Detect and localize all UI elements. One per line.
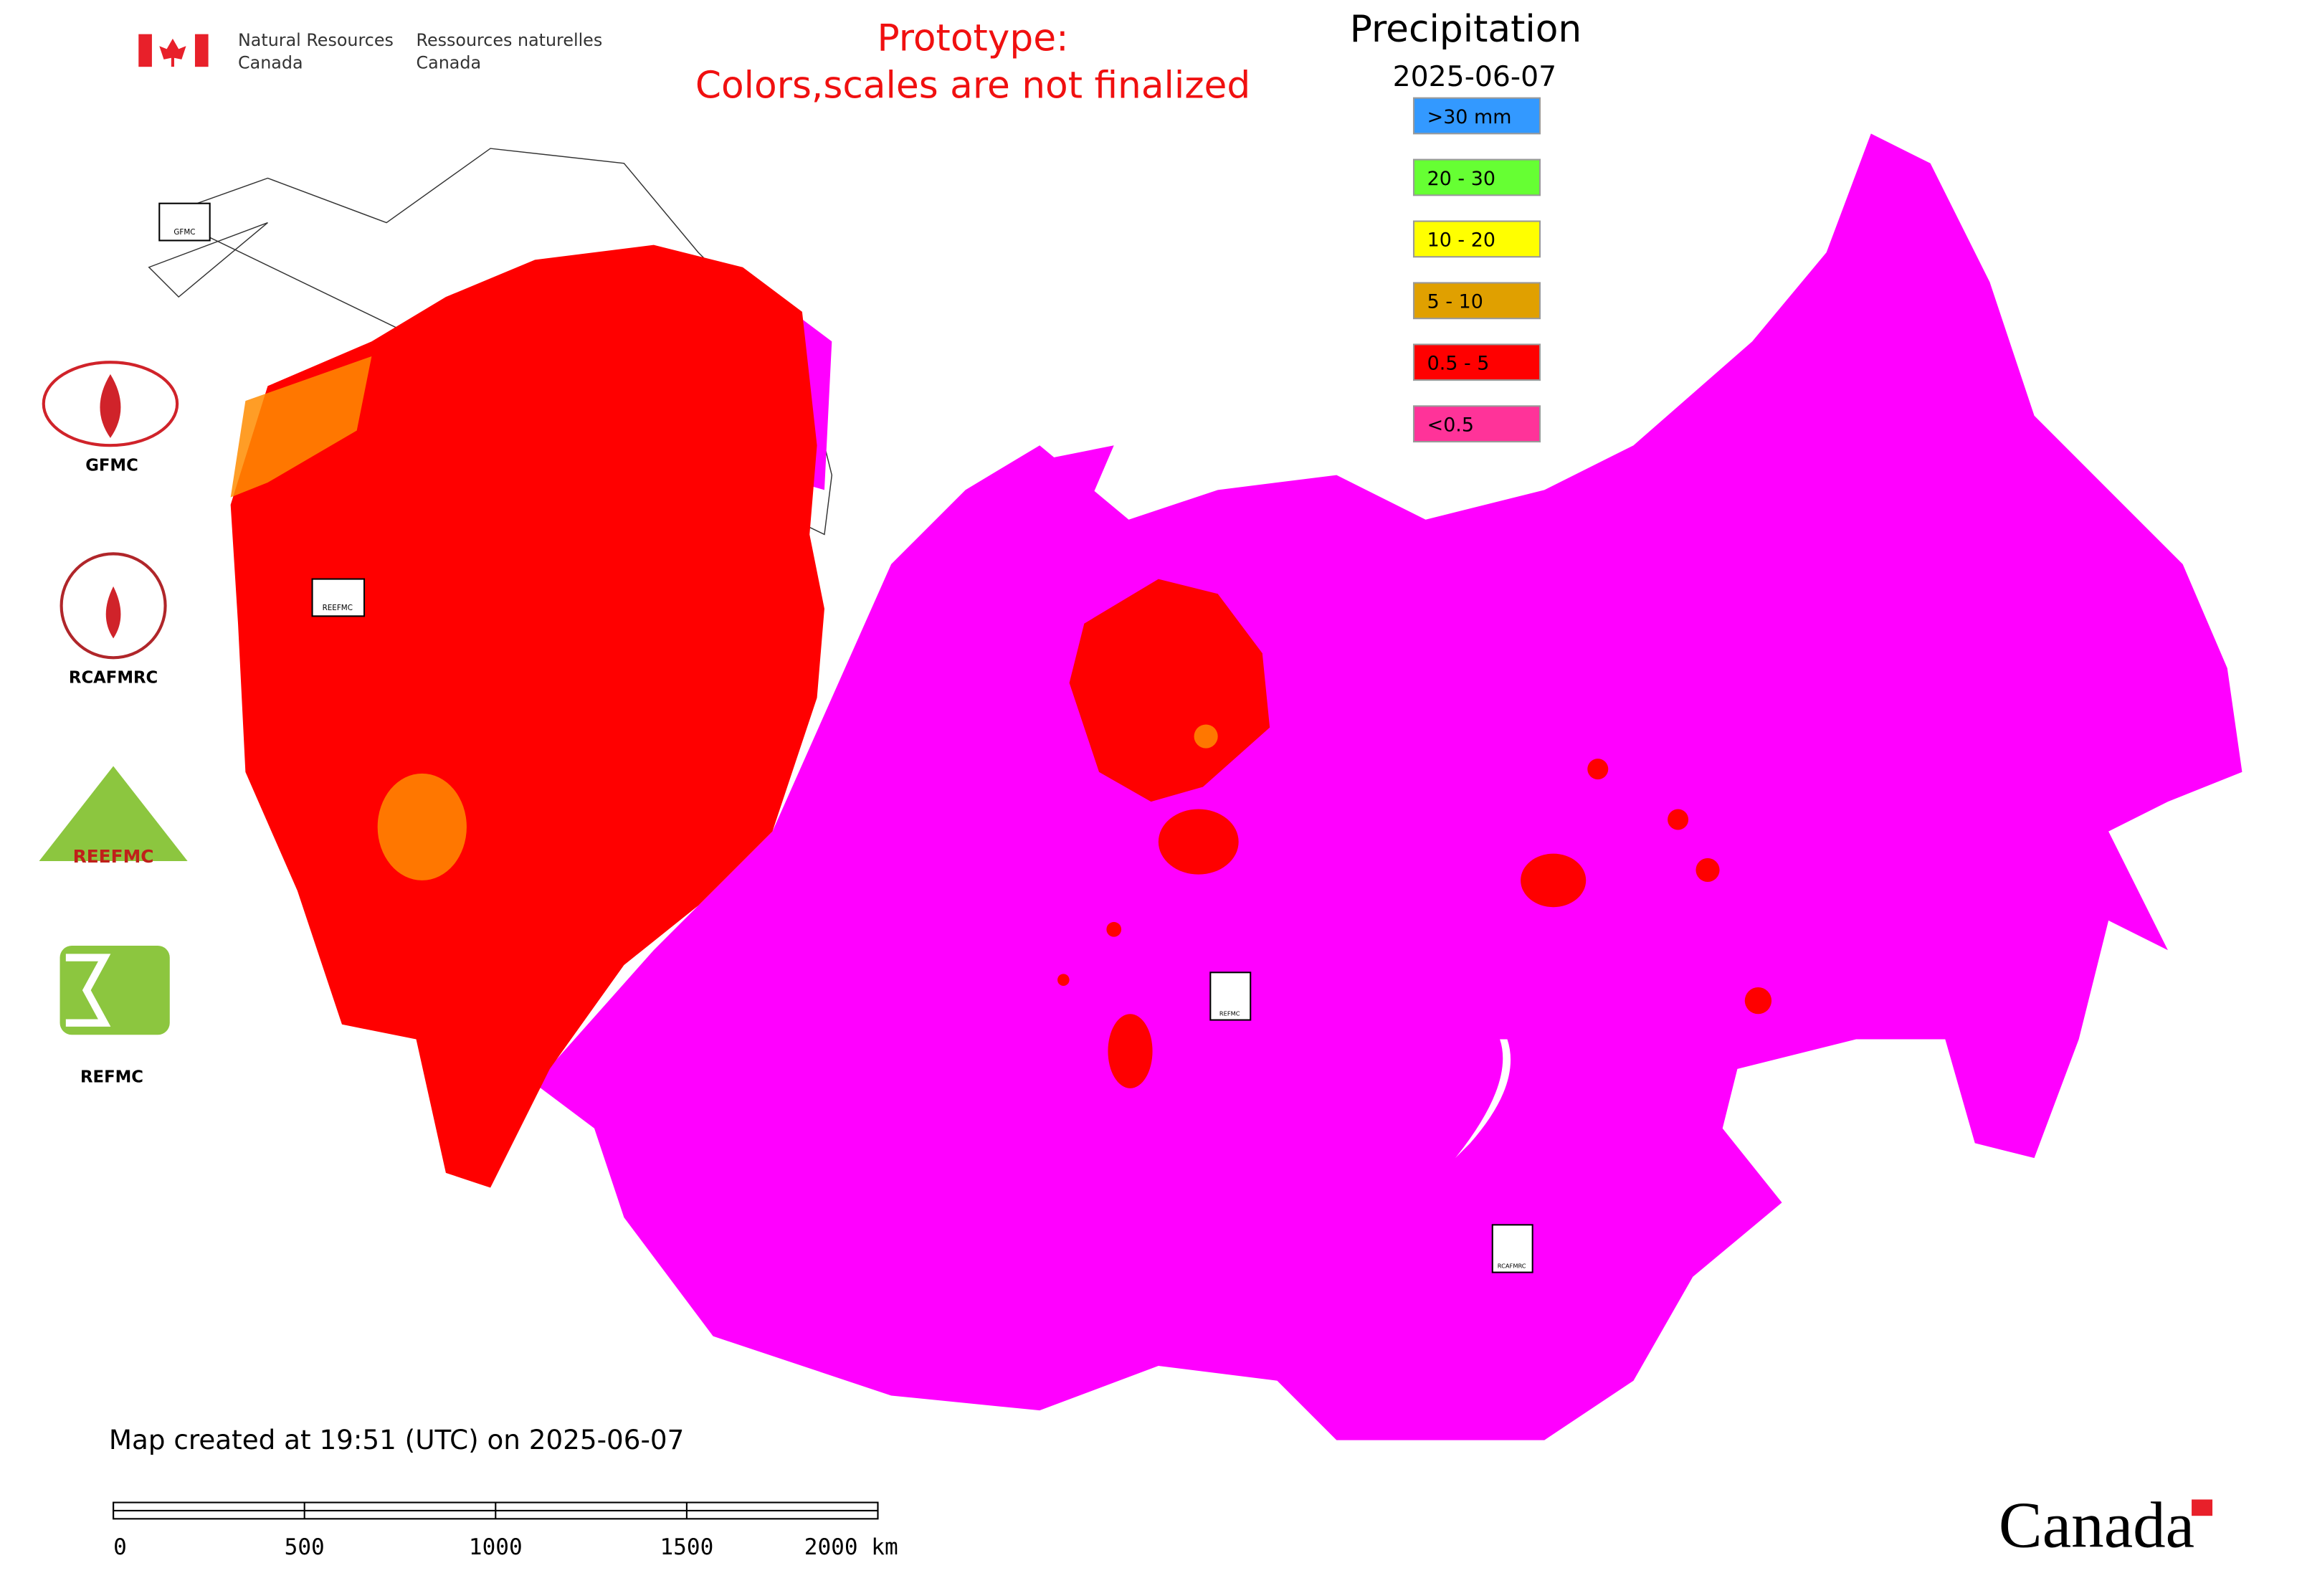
org-fr-2: Canada: [417, 52, 482, 72]
legend-swatch: [1412, 405, 1541, 443]
legend-label: 20 - 30: [1427, 168, 1495, 190]
map: [148, 133, 2242, 1440]
org-en-2: Canada: [238, 52, 303, 72]
legend-swatch: [1412, 282, 1541, 320]
marker-label: RCAFMRC: [1498, 1262, 1526, 1269]
logo-label: REEFMC: [73, 846, 154, 867]
org-en-1: Natural Resources: [238, 30, 394, 50]
scale-label: 1500: [660, 1534, 713, 1560]
marker-label: REFMC: [1219, 1010, 1240, 1017]
marker-label: GFMC: [173, 228, 195, 237]
legend-label: >30 mm: [1427, 106, 1512, 128]
scale-label: 500: [285, 1534, 325, 1560]
org-fr-1: Ressources naturelles: [417, 30, 603, 50]
legend: >30 mm 20 - 30 10 - 20 5 - 10 0.5 - 5 <0.5: [1412, 97, 1541, 443]
legend-swatch: [1412, 97, 1541, 135]
legend-label: 5 - 10: [1427, 291, 1483, 313]
scale-label: 2000 km: [804, 1534, 898, 1560]
canada-wordmark: Canada: [1999, 1489, 2194, 1562]
logo-label: RCAFMRC: [69, 669, 158, 688]
logo-label: REFMC: [80, 1068, 143, 1087]
legend-swatch: [1412, 220, 1541, 258]
legend-label: 0.5 - 5: [1427, 353, 1490, 375]
legend-swatch: [1412, 343, 1541, 381]
legend-swatch: [1412, 158, 1541, 196]
legend-label: 10 - 20: [1427, 229, 1495, 252]
marker-label: REEFMC: [323, 604, 353, 612]
notice-2: Colors,scales are not finalized: [695, 65, 1250, 108]
notice-1: Prototype:: [877, 16, 1068, 60]
legend-title: Precipitation: [1350, 8, 1582, 51]
logo-label: GFMC: [85, 456, 138, 475]
legend-label: <0.5: [1427, 414, 1474, 437]
scale-bar: 0 500 1000 1500 2000 km: [113, 1501, 898, 1560]
partner-logos: GFMC RCAFMRC REEFMC REFMC: [39, 361, 188, 1087]
scale-label: 1000: [469, 1534, 523, 1560]
nrcan-signature: Natural Resources Canada Ressources natu…: [138, 30, 602, 72]
legend-date: 2025-06-07: [1393, 60, 1557, 93]
map-markers: GFMC REEFMC REFMC RCAFMRC: [158, 202, 1533, 1273]
scale-label: 0: [113, 1534, 127, 1560]
created-note: Map created at 19:51 (UTC) on 2025-06-07: [109, 1424, 684, 1455]
wordmark-flag: [2192, 1499, 2213, 1516]
